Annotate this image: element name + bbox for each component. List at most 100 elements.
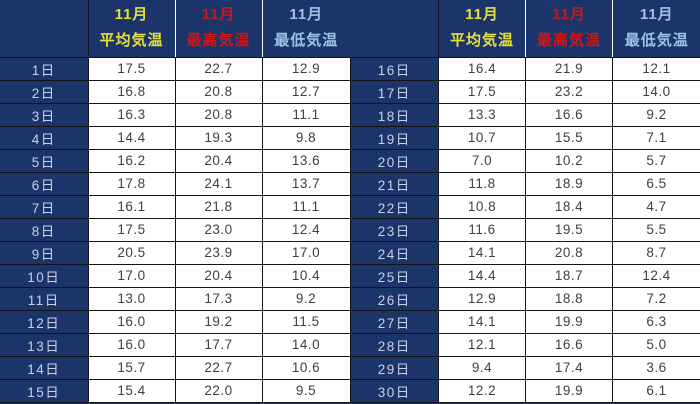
max-temp-cell[interactable]: 16.6 <box>525 332 613 357</box>
min-temp-cell[interactable]: 6.5 <box>612 171 700 196</box>
min-temp-cell[interactable]: 8.7 <box>612 240 700 265</box>
max-temp-cell[interactable]: 10.2 <box>525 148 613 173</box>
avg-temp-cell[interactable]: 16.4 <box>438 56 526 81</box>
max-temp-cell[interactable]: 23.2 <box>525 79 613 104</box>
min-temp-cell[interactable]: 9.2 <box>612 102 700 127</box>
day-cell[interactable]: 24日 <box>350 240 439 265</box>
avg-temp-cell[interactable]: 12.2 <box>438 378 526 403</box>
day-cell[interactable]: 19日 <box>350 125 439 150</box>
avg-temp-cell[interactable]: 9.4 <box>438 355 526 380</box>
day-cell[interactable]: 27日 <box>350 309 439 334</box>
min-temp-header[interactable]: 11月 最低気温 <box>261 0 350 58</box>
min-temp-cell[interactable]: 6.3 <box>612 309 700 334</box>
day-cell[interactable]: 30日 <box>350 378 439 403</box>
min-temp-cell[interactable]: 11.1 <box>261 194 351 219</box>
min-temp-cell[interactable]: 5.0 <box>612 332 700 357</box>
day-cell[interactable]: 9日 <box>0 240 88 265</box>
avg-temp-cell[interactable]: 16.3 <box>87 102 176 127</box>
day-cell[interactable]: 3日 <box>0 102 88 127</box>
avg-temp-cell[interactable]: 10.7 <box>438 125 526 150</box>
corner-header-cell[interactable] <box>0 0 88 58</box>
max-temp-cell[interactable]: 17.3 <box>174 286 263 311</box>
day-cell[interactable]: 6日 <box>0 171 88 196</box>
max-temp-cell[interactable]: 20.8 <box>174 102 263 127</box>
day-cell[interactable]: 1日 <box>0 56 88 81</box>
day-cell[interactable]: 2日 <box>0 79 88 104</box>
min-temp-cell[interactable]: 9.5 <box>261 378 351 403</box>
max-temp-cell[interactable]: 17.7 <box>174 332 263 357</box>
max-temp-cell[interactable]: 20.8 <box>174 79 263 104</box>
min-temp-cell[interactable]: 10.4 <box>261 263 351 288</box>
avg-temp-cell[interactable]: 16.2 <box>87 148 176 173</box>
min-temp-cell[interactable]: 7.2 <box>612 286 700 311</box>
max-temp-cell[interactable]: 18.4 <box>525 194 613 219</box>
avg-temp-cell[interactable]: 16.8 <box>87 79 176 104</box>
max-temp-cell[interactable]: 18.7 <box>525 263 613 288</box>
max-temp-header[interactable]: 11月 最高気温 <box>174 0 262 58</box>
min-temp-cell[interactable]: 12.7 <box>261 79 351 104</box>
avg-temp-cell[interactable]: 12.1 <box>438 332 526 357</box>
day-cell[interactable]: 4日 <box>0 125 88 150</box>
avg-temp-cell[interactable]: 10.8 <box>438 194 526 219</box>
day-cell[interactable]: 25日 <box>350 263 439 288</box>
min-temp-cell[interactable]: 5.7 <box>612 148 700 173</box>
min-temp-cell[interactable]: 14.0 <box>612 79 700 104</box>
max-temp-cell[interactable]: 23.9 <box>174 240 263 265</box>
max-temp-cell[interactable]: 20.8 <box>525 240 613 265</box>
day-cell[interactable]: 18日 <box>350 102 439 127</box>
avg-temp-header[interactable]: 11月 平均気温 <box>87 0 175 58</box>
min-temp-cell[interactable]: 13.6 <box>261 148 351 173</box>
avg-temp-cell[interactable]: 11.8 <box>438 171 526 196</box>
min-temp-cell[interactable]: 17.0 <box>261 240 351 265</box>
max-temp-cell[interactable]: 22.7 <box>174 355 263 380</box>
day-cell[interactable]: 11日 <box>0 286 88 311</box>
avg-temp-cell[interactable]: 12.9 <box>438 286 526 311</box>
avg-temp-cell[interactable]: 17.5 <box>438 79 526 104</box>
avg-temp-cell[interactable]: 15.7 <box>87 355 176 380</box>
avg-temp-cell[interactable]: 17.5 <box>87 217 176 242</box>
avg-temp-cell[interactable]: 13.0 <box>87 286 176 311</box>
avg-temp-cell[interactable]: 14.1 <box>438 309 526 334</box>
min-temp-cell[interactable]: 11.5 <box>261 309 351 334</box>
avg-temp-cell[interactable]: 16.0 <box>87 309 176 334</box>
avg-temp-cell[interactable]: 14.1 <box>438 240 526 265</box>
max-temp-cell[interactable]: 20.4 <box>174 263 263 288</box>
min-temp-cell[interactable]: 3.6 <box>612 355 700 380</box>
max-temp-cell[interactable]: 19.3 <box>174 125 263 150</box>
min-temp-cell[interactable]: 14.0 <box>261 332 351 357</box>
max-temp-cell[interactable]: 21.8 <box>174 194 263 219</box>
day-cell[interactable]: 5日 <box>0 148 88 173</box>
avg-temp-cell[interactable]: 15.4 <box>87 378 176 403</box>
day-cell[interactable]: 7日 <box>0 194 88 219</box>
min-temp-cell[interactable]: 10.6 <box>261 355 351 380</box>
max-temp-cell[interactable]: 21.9 <box>525 56 613 81</box>
avg-temp-cell[interactable]: 7.0 <box>438 148 526 173</box>
min-temp-cell[interactable]: 6.1 <box>612 378 700 403</box>
day-cell[interactable]: 15日 <box>0 378 88 403</box>
max-temp-cell[interactable]: 19.5 <box>525 217 613 242</box>
max-temp-cell[interactable]: 20.4 <box>174 148 263 173</box>
max-temp-header[interactable]: 11月 最高気温 <box>525 0 613 58</box>
max-temp-cell[interactable]: 17.4 <box>525 355 613 380</box>
day-cell[interactable]: 13日 <box>0 332 88 357</box>
avg-temp-cell[interactable]: 17.0 <box>87 263 176 288</box>
avg-temp-cell[interactable]: 14.4 <box>438 263 526 288</box>
min-temp-cell[interactable]: 12.4 <box>261 217 351 242</box>
day-cell[interactable]: 16日 <box>350 56 439 81</box>
day-cell[interactable]: 17日 <box>350 79 439 104</box>
day-cell[interactable]: 22日 <box>350 194 439 219</box>
day-cell[interactable]: 23日 <box>350 217 439 242</box>
min-temp-cell[interactable]: 12.1 <box>612 56 700 81</box>
min-temp-cell[interactable]: 4.7 <box>612 194 700 219</box>
day-cell[interactable]: 28日 <box>350 332 439 357</box>
max-temp-cell[interactable]: 23.0 <box>174 217 263 242</box>
min-temp-header[interactable]: 11月 最低気温 <box>612 0 700 58</box>
avg-temp-cell[interactable]: 16.0 <box>87 332 176 357</box>
max-temp-cell[interactable]: 24.1 <box>174 171 263 196</box>
day-cell[interactable]: 8日 <box>0 217 88 242</box>
avg-temp-header[interactable]: 11月 平均気温 <box>438 0 526 58</box>
avg-temp-cell[interactable]: 11.6 <box>438 217 526 242</box>
max-temp-cell[interactable]: 19.9 <box>525 309 613 334</box>
min-temp-cell[interactable]: 5.5 <box>612 217 700 242</box>
day-cell[interactable]: 20日 <box>350 148 439 173</box>
